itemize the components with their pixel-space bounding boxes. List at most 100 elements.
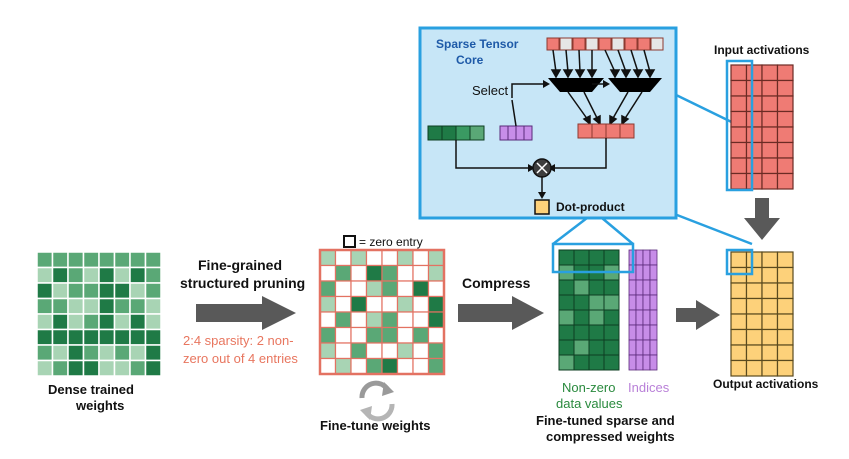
compressed-cell [603,279,620,296]
index-cell [642,264,651,281]
dense-cell [144,328,162,346]
index-cell [635,294,644,311]
input-activation-cell [761,64,779,82]
index-cell [635,354,644,371]
output-activation-cell [776,297,794,315]
output-activation-cell [776,266,794,284]
compress-label: Compress [462,275,531,291]
pruned-cell [319,295,337,313]
output-activation-cell [761,359,779,377]
dense-cell [113,251,131,269]
pruned-weights-grid [318,248,446,376]
dense-cell [129,297,147,315]
dense-cell [98,359,116,377]
mux-left-icon [548,78,604,92]
output-activation-cell [761,266,779,284]
index-cell [649,324,658,341]
selected-activation-vector [577,123,635,139]
compressed-cell [603,249,620,266]
output-activations-label: Output activations [713,377,819,391]
compressed-label-line2: compressed weights [546,429,675,444]
pruned-grid-frame [318,248,446,376]
dense-cell [67,344,85,362]
compressed-cell [588,294,605,311]
output-activation-cell [730,282,748,300]
dense-cell [36,313,54,331]
pruning-label-line1: Fine-grained [198,257,282,273]
compressed-cell [588,354,605,371]
compressed-cell [588,249,605,266]
dense-cell [144,344,162,362]
input-activation-cell [776,64,794,82]
dense-cell [67,297,85,315]
dense-cell [113,328,131,346]
input-activation-cell [776,79,794,97]
index-cell [628,309,637,326]
zero-entry-swatch [343,235,356,248]
dense-cell [98,251,116,269]
pruned-cell [396,280,414,298]
index-cell [635,309,644,326]
output-activation-cell [776,359,794,377]
input-activation-cell [730,110,748,128]
dense-weights-grid [36,251,162,377]
input-activation-cell [745,64,763,82]
dense-cell [113,282,131,300]
output-activation-cell [745,344,763,362]
dense-label-line2: weights [75,398,124,413]
dense-cell [51,297,69,315]
dense-cell [36,266,54,284]
index-cell [642,249,651,266]
dense-cell [98,282,116,300]
compressed-cell [573,354,590,371]
compressed-cell [573,279,590,296]
core-title-line2: Core [456,53,484,67]
index-cell [642,324,651,341]
dense-cell [82,251,100,269]
dense-cell [67,251,85,269]
index-cell [649,294,658,311]
index-cell [642,309,651,326]
dense-cell [82,359,100,377]
pruned-cell [381,357,399,375]
output-activation-cell [776,313,794,331]
dense-cell [82,297,100,315]
pruned-cell [365,342,383,360]
input-activation-cell [761,141,779,159]
index-cell [628,324,637,341]
dense-cell [129,328,147,346]
pruned-cell [381,264,399,282]
input-activation-cell [745,172,763,190]
pruned-cell [350,264,368,282]
output-activation-cell [761,344,779,362]
input-activation-cell [730,157,748,175]
input-activation-cell [730,79,748,97]
dense-cell [67,313,85,331]
compressed-cell [573,309,590,326]
pruned-cell [334,311,352,329]
pruned-cell [365,357,383,375]
dense-cell [36,282,54,300]
dense-cell [36,251,54,269]
pruned-cell [396,249,414,267]
pruned-cell [427,311,445,329]
dense-cell [51,251,69,269]
pruned-cell [412,326,430,344]
compressed-highlight-row [551,242,635,274]
pruned-cell [319,249,337,267]
pruned-cell [396,311,414,329]
compressed-cell [603,294,620,311]
compressed-cell [558,339,575,356]
operand-cell [546,37,560,51]
input-activation-cell [745,79,763,97]
output-activation-cell [776,251,794,269]
pruning-label-line2: structured pruning [180,275,305,291]
pruned-cell [319,264,337,282]
dense-cell [98,344,116,362]
output-activation-cell [745,282,763,300]
zoom-line-weights-left [552,217,588,245]
pruned-cell [396,326,414,344]
indices-label: Indices [628,380,670,395]
nonzero-weight-vector [427,125,485,141]
pruned-cell [365,249,383,267]
